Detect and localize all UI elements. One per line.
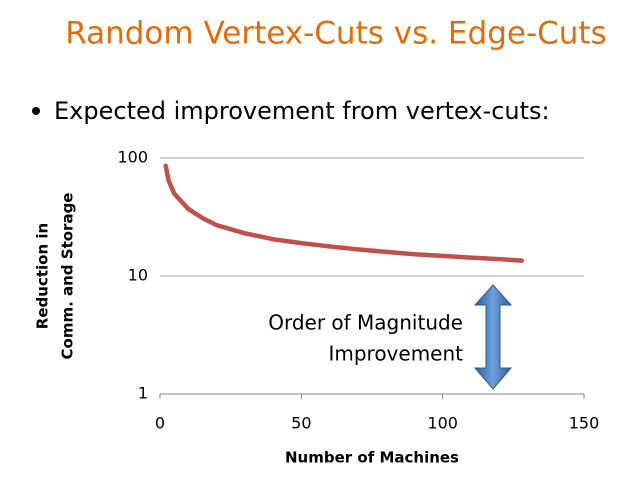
- annotation: Improvement: [328, 342, 463, 366]
- y-tick-label: 1: [138, 384, 148, 403]
- slide-title: Random Vertex-Cuts vs. Edge-Cuts: [65, 16, 607, 52]
- data-line: [163, 163, 525, 263]
- annotation: Order of Magnitude: [268, 311, 463, 335]
- x-tick-label: 150: [569, 414, 600, 433]
- double-arrow: [473, 284, 513, 390]
- x-tick-label: 0: [155, 414, 165, 433]
- x-tick-label: 100: [427, 414, 458, 433]
- y-axis-label: Comm. and Storage: [59, 193, 77, 360]
- x-tick-label: 50: [291, 414, 311, 433]
- bullet-dot: [32, 107, 40, 115]
- y-tick-label: 10: [128, 266, 148, 285]
- bullet-text: Expected improvement from vertex-cuts:: [54, 97, 550, 125]
- y-axis-label: Reduction in: [34, 223, 52, 329]
- y-tick-label: 100: [117, 148, 148, 167]
- x-axis-label: Number of Machines: [285, 449, 459, 467]
